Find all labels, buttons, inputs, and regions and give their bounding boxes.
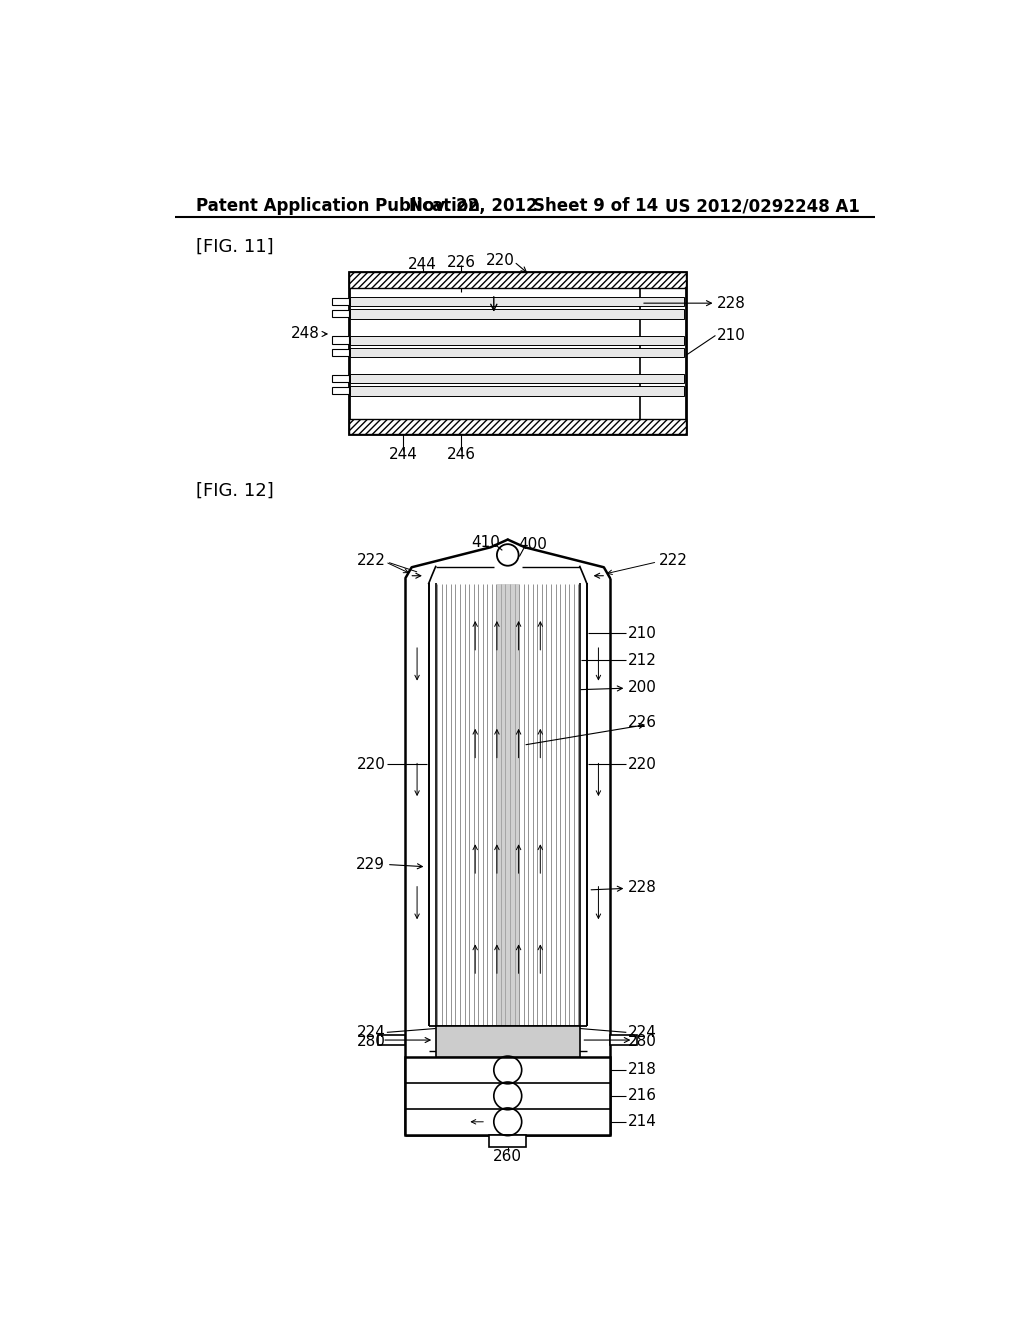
Text: Sheet 9 of 14: Sheet 9 of 14 [532,197,657,215]
Text: 220: 220 [628,756,656,772]
Text: 224: 224 [628,1024,656,1040]
Bar [332,375,349,383]
Text: 224: 224 [356,1024,385,1040]
Bar [349,418,686,434]
Text: [FIG. 11]: [FIG. 11] [197,238,273,256]
Text: 210: 210 [628,626,656,642]
Bar [350,297,684,306]
Bar [406,1057,610,1135]
Bar [350,387,684,396]
Text: 400: 400 [518,537,547,552]
Bar [437,583,579,1026]
Bar [350,309,684,318]
Bar [610,1035,637,1045]
Text: 200: 200 [628,680,656,694]
Text: [FIG. 12]: [FIG. 12] [197,482,274,500]
Text: 222: 222 [658,553,688,568]
Text: 218: 218 [628,1063,656,1077]
Text: 216: 216 [628,1089,656,1104]
Text: 212: 212 [628,653,656,668]
Text: 260: 260 [494,1148,522,1164]
Bar [349,272,686,434]
Bar [332,387,349,393]
Text: US 2012/0292248 A1: US 2012/0292248 A1 [665,197,860,215]
Text: 228: 228 [717,296,745,310]
Bar [378,1035,406,1045]
Text: 220: 220 [485,252,514,268]
Bar [350,335,684,345]
Text: 228: 228 [628,880,656,895]
Bar [332,298,349,305]
Text: Nov. 22, 2012: Nov. 22, 2012 [409,197,538,215]
Text: 214: 214 [628,1114,656,1130]
Text: 220: 220 [356,756,385,772]
Text: Patent Application Publication: Patent Application Publication [197,197,480,215]
Bar [349,272,686,288]
Text: 248: 248 [291,326,321,342]
Text: 280: 280 [628,1034,656,1049]
Bar [350,374,684,383]
Text: 226: 226 [628,714,656,730]
Bar [435,1026,580,1057]
Text: 222: 222 [356,553,385,568]
Text: 229: 229 [356,857,385,873]
Text: 280: 280 [356,1034,385,1049]
Bar [332,348,349,355]
Text: 246: 246 [446,446,476,462]
Text: 210: 210 [717,327,745,343]
Bar [332,337,349,345]
Bar [350,348,684,358]
Text: 410: 410 [472,535,501,550]
Text: 226: 226 [446,255,476,269]
Bar [489,1135,526,1147]
Bar [497,585,518,1026]
Text: 244: 244 [408,257,437,272]
Text: 244: 244 [389,446,418,462]
Bar [332,310,349,317]
